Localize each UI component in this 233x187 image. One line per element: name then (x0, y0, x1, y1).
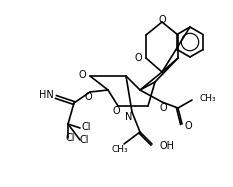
Text: O: O (159, 103, 167, 113)
Text: CH₃: CH₃ (200, 94, 217, 102)
Text: O: O (78, 70, 86, 80)
Text: OH: OH (159, 141, 174, 151)
Text: O: O (184, 121, 192, 131)
Text: Cl: Cl (82, 122, 92, 132)
Text: Cl: Cl (66, 133, 75, 143)
Text: N: N (125, 112, 133, 122)
Text: Cl: Cl (80, 135, 89, 145)
Text: CH₃: CH₃ (112, 145, 128, 154)
Text: O: O (134, 53, 142, 63)
Text: HN: HN (39, 90, 53, 100)
Text: O: O (112, 106, 120, 116)
Text: O: O (84, 92, 92, 102)
Text: O: O (158, 15, 166, 25)
